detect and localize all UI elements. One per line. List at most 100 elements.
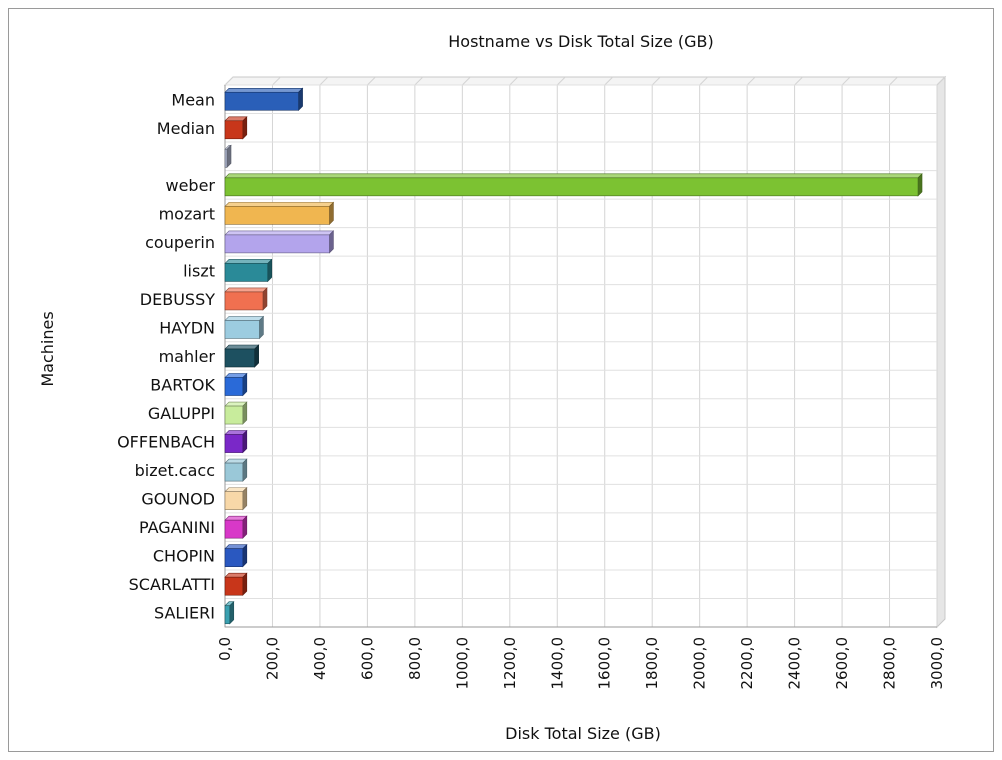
x-tick-label: 800,0 <box>406 637 424 680</box>
x-axis-label: Disk Total Size (GB) <box>505 724 661 743</box>
bar-side <box>254 344 259 368</box>
bar <box>224 605 231 625</box>
bar <box>224 462 244 482</box>
y-tick-label: BARTOK <box>150 376 215 395</box>
bar-side <box>229 601 235 625</box>
x-gridline-depth <box>367 76 376 86</box>
bar-side <box>242 429 248 454</box>
bar-side <box>917 173 923 197</box>
bar-side <box>242 515 248 539</box>
x-gridline-depth <box>651 76 661 86</box>
bar <box>224 234 330 254</box>
y-tick-label: liszt <box>183 261 215 280</box>
bar <box>224 548 244 567</box>
bar <box>224 91 299 111</box>
y-tick-label: GOUNOD <box>141 490 215 509</box>
x-tick-label: 200,0 <box>263 637 281 680</box>
x-tick-label: 600,0 <box>358 637 376 680</box>
y-tick-label: Median <box>157 119 215 138</box>
bar <box>224 206 330 225</box>
y-tick-label: SCARLATTI <box>129 575 215 594</box>
x-gridline-depth <box>272 76 281 86</box>
plot-area: 0,0 200,0 400,0 600,0 800,0 1000,0 1200,0 1400,… <box>117 75 947 690</box>
bar-side <box>298 87 303 111</box>
x-tick-label: 1400,0 <box>548 637 566 690</box>
bar-top <box>224 287 268 293</box>
y-tick-label: GALUPPI <box>148 404 215 423</box>
x-tick-label: 2200,0 <box>738 637 756 690</box>
x-tick-label: 3000,0 <box>928 637 946 690</box>
y-tick-label: PAGANINI <box>139 518 215 537</box>
x-tick-label: 1800,0 <box>643 637 661 690</box>
x-gridline-depth <box>936 76 946 86</box>
x-gridline-depth <box>604 76 614 86</box>
plot-background <box>224 84 938 628</box>
x-gridline-depth <box>699 76 709 86</box>
y-tick-label: bizet.cacc <box>135 461 215 480</box>
bar-top <box>224 173 923 179</box>
bar-side <box>329 230 334 254</box>
bar-top <box>224 259 273 264</box>
bar-chart: Hostname vs Disk Total Size (GB) Machine… <box>38 32 947 743</box>
bar-side <box>242 116 248 140</box>
x-tick-label: 2400,0 <box>786 637 804 690</box>
y-axis-label: Machines <box>38 311 57 386</box>
y-tick-label: weber <box>165 176 215 195</box>
y-tick-label: mozart <box>159 204 215 223</box>
bar-top <box>224 230 335 236</box>
x-tick-label: 1200,0 <box>501 637 519 690</box>
y-tick-label: mahler <box>159 347 216 366</box>
x-tick-label: 2800,0 <box>881 637 899 690</box>
bar <box>224 576 244 596</box>
bar-top <box>224 87 304 93</box>
bar <box>224 377 244 396</box>
bar <box>224 405 244 425</box>
bar-side <box>267 258 273 283</box>
bar <box>224 491 244 510</box>
plot-side-wall <box>936 75 946 629</box>
y-tick-label: SALIERI <box>154 604 215 623</box>
bar-side <box>242 543 248 568</box>
bar-side <box>242 458 248 482</box>
bar-side <box>242 486 248 511</box>
x-tick-label: 0,0 <box>216 637 234 661</box>
x-tick-label: 2000,0 <box>691 637 709 690</box>
x-tick-label: 1000,0 <box>453 637 471 690</box>
plot-top-wall <box>223 76 947 86</box>
x-tick-label: 1600,0 <box>596 637 614 690</box>
bar <box>224 177 919 197</box>
x-gridline-depth <box>841 76 851 86</box>
x-gridline-depth <box>794 76 803 86</box>
bar-side <box>329 201 334 226</box>
bar <box>224 120 244 140</box>
x-tick-label: 400,0 <box>311 637 329 680</box>
y-tick-label: HAYDN <box>159 318 215 337</box>
x-gridline-depth <box>556 76 566 86</box>
y-tick-label: DEBUSSY <box>140 290 215 309</box>
bar-side <box>242 372 248 397</box>
bar-top <box>224 344 260 350</box>
bar-side <box>262 287 268 311</box>
bar <box>224 348 255 368</box>
x-tick-label: 2600,0 <box>833 637 851 690</box>
bar-side <box>226 144 232 169</box>
x-gridline-depth <box>414 76 424 86</box>
x-gridline-depth <box>224 76 234 86</box>
x-gridline-depth <box>509 76 519 86</box>
bar-top <box>224 202 335 207</box>
bar-side <box>259 315 264 340</box>
x-gridline-depth <box>319 76 329 86</box>
bar-top <box>224 316 265 321</box>
chart-title: Hostname vs Disk Total Size (GB) <box>448 32 713 51</box>
bar <box>224 263 269 282</box>
y-tick-label: Mean <box>171 90 215 109</box>
bar-side <box>242 401 248 425</box>
y-tick-label: couperin <box>145 233 215 252</box>
y-tick-label: CHOPIN <box>153 547 215 566</box>
y-tick-label: OFFENBACH <box>117 433 215 452</box>
bar <box>224 434 244 453</box>
x-gridline-depth <box>746 76 756 86</box>
bar <box>224 320 260 339</box>
x-gridline-depth <box>461 76 471 86</box>
bar <box>224 519 244 539</box>
